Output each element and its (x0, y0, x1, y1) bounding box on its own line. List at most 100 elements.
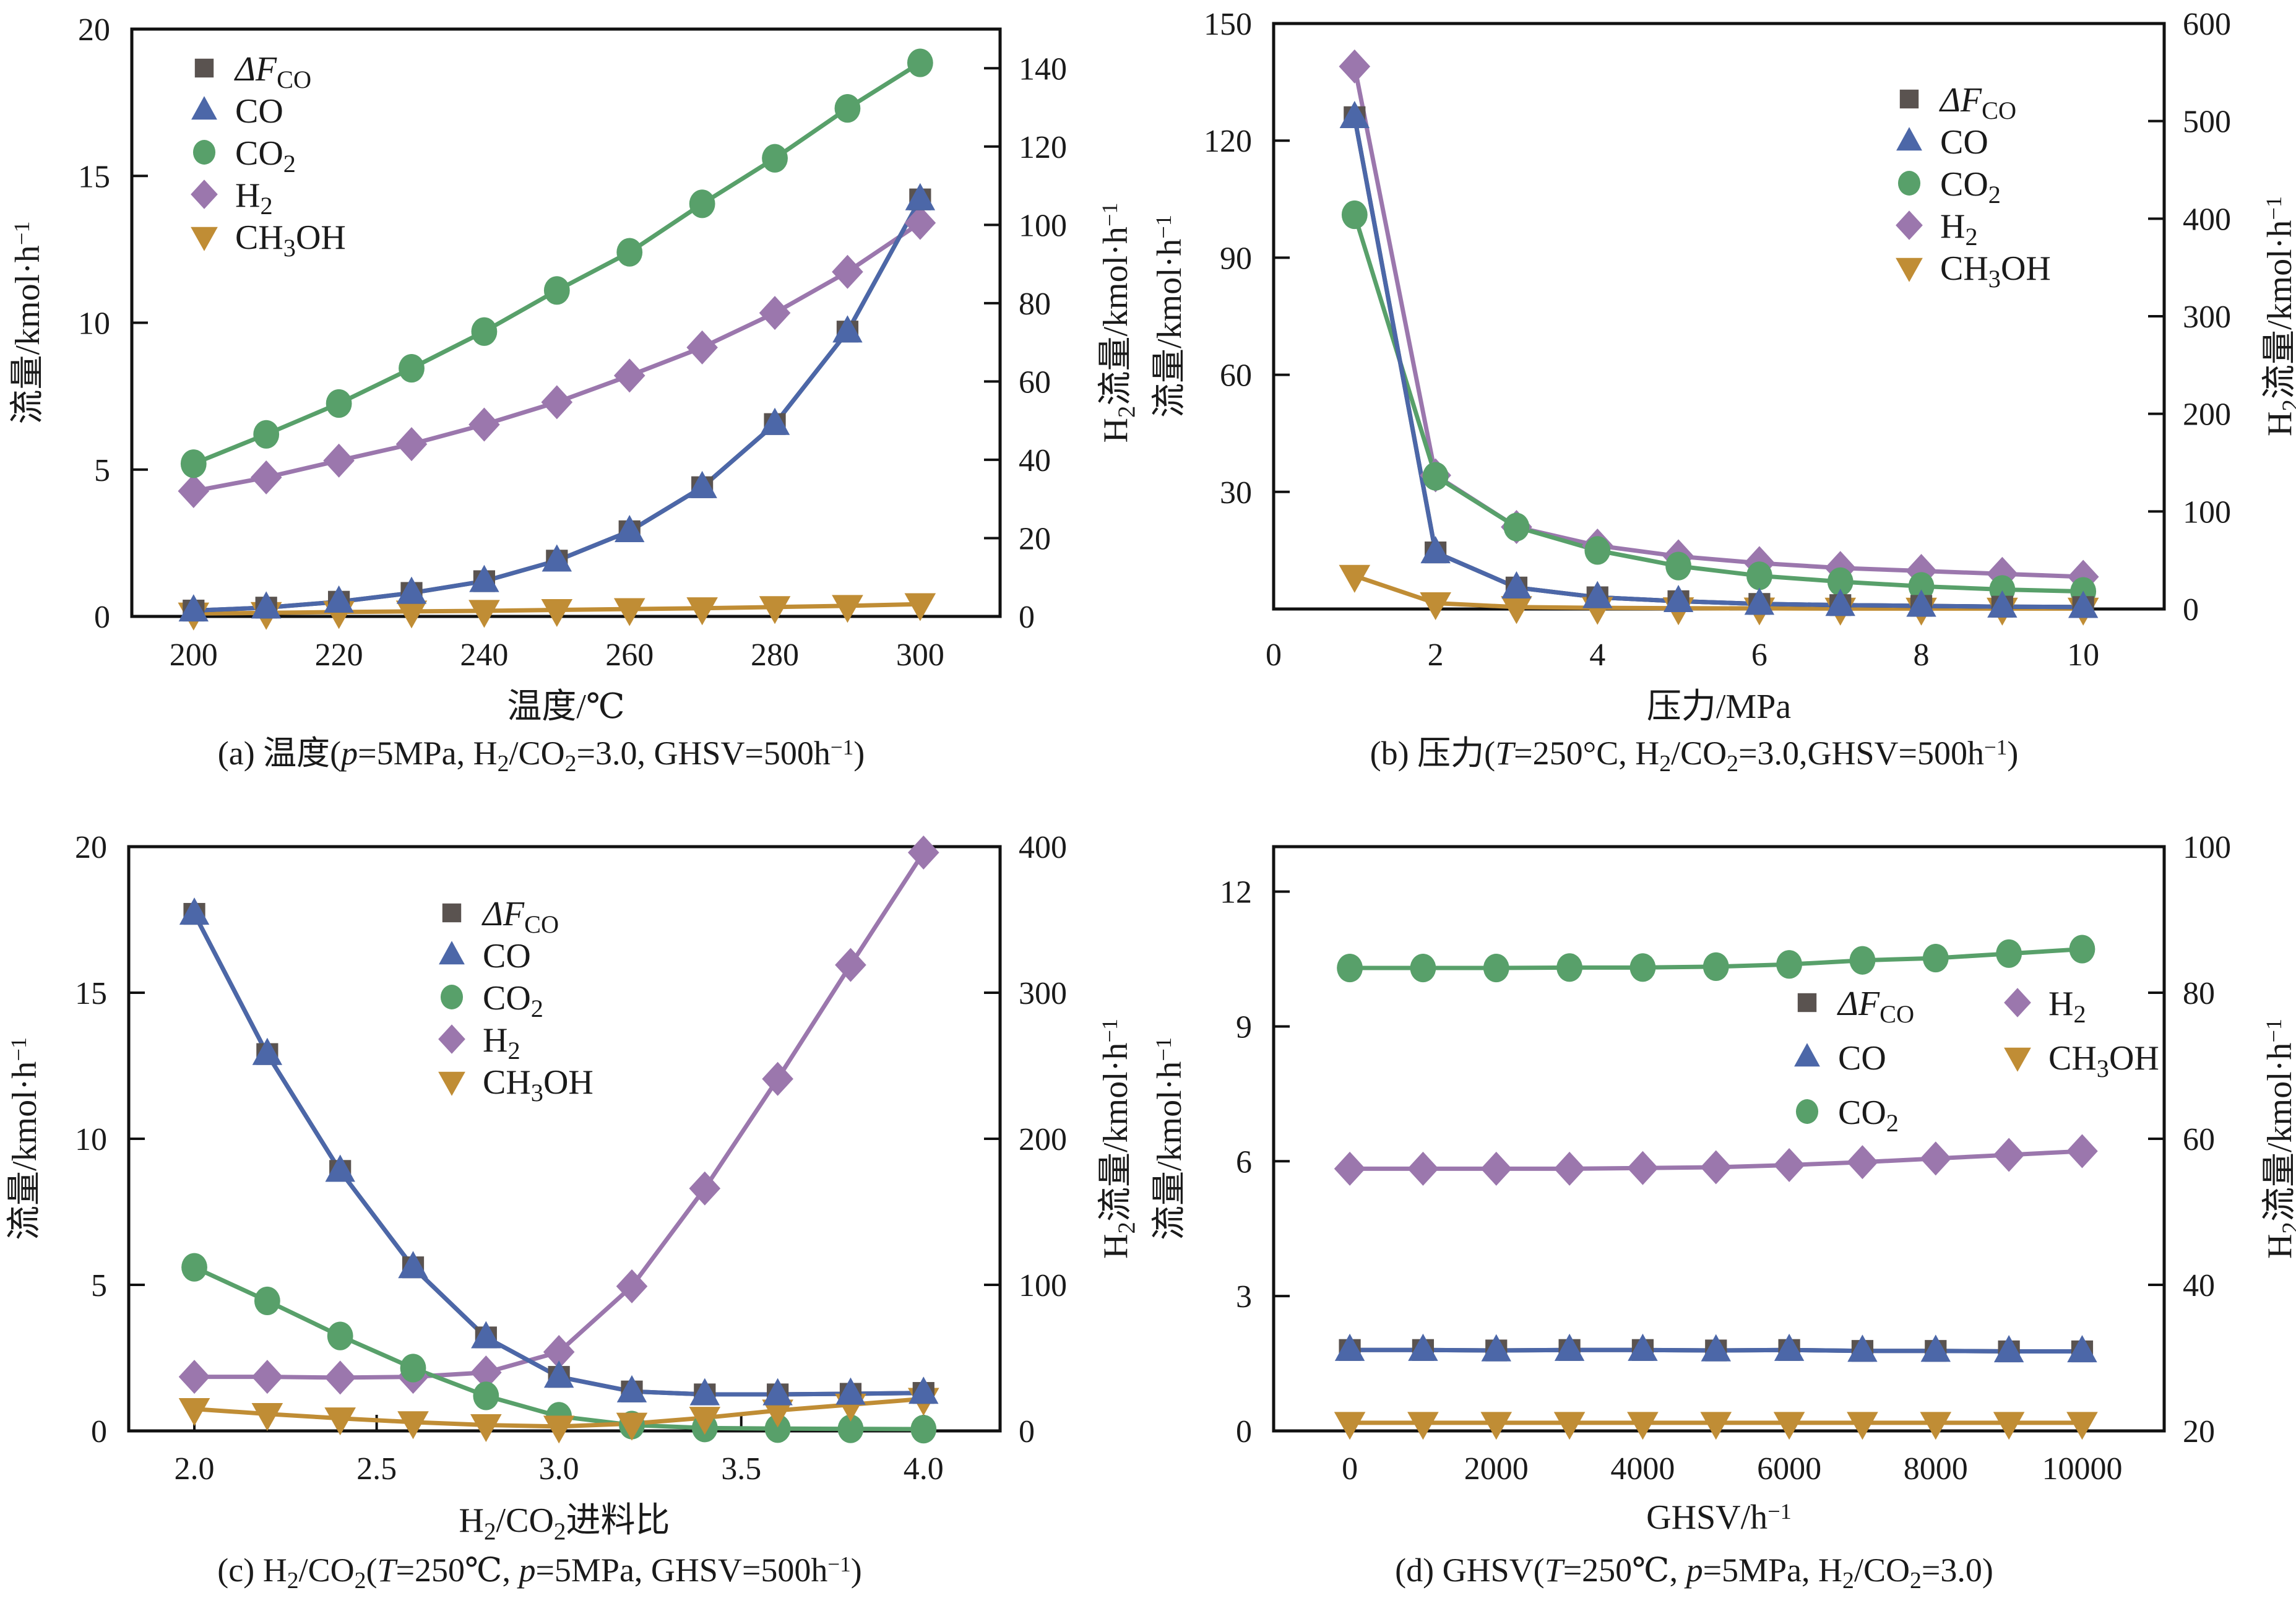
series-line-CH3OH (1353, 574, 2084, 611)
x-tick-label: 3.5 (721, 1451, 761, 1487)
data-point-CO (251, 591, 282, 619)
x-tick-label: 300 (896, 637, 944, 673)
x-tick-label: 4 (1589, 637, 1605, 673)
y-tick-label: 6 (1236, 1144, 1252, 1180)
data-point-CO (1582, 581, 1613, 608)
panel-a-temperature: 200 220 240 260 280 3000510152002040608010012… (9, 12, 1140, 777)
data-point-CH3OH (541, 598, 573, 628)
data-point-H2 (907, 835, 939, 870)
data-point-CO2 (1337, 953, 1363, 983)
y2-tick-label: 40 (2183, 1268, 2215, 1303)
legend-label: CH3OH (483, 1063, 593, 1107)
series-line-H2 (193, 221, 921, 493)
data-point-CO2 (254, 1286, 280, 1316)
x-tick-label: 4000 (1610, 1451, 1675, 1487)
data-point-CO (325, 1154, 355, 1182)
series-line-dF_CO (192, 912, 924, 1397)
data-point-CO2 (1996, 939, 2022, 968)
y2-axis-title: H2流量/kmol·h−1 (1097, 202, 1140, 443)
x-tick-label: 220 (315, 637, 363, 673)
panel-c-feed-ratio: 2.0 2.5 3.0 3.5 4.0051015200100200300400H2/C… (6, 830, 1140, 1594)
y-tick-label: 3 (1236, 1279, 1252, 1315)
data-point-CH3OH (1480, 1412, 1513, 1440)
data-point-CO2 (253, 420, 280, 449)
data-point-CH3OH (1847, 1412, 1878, 1440)
data-point-CO2 (543, 276, 570, 305)
y2-tick-label: 20 (1019, 521, 1051, 556)
y-tick-label: 20 (78, 12, 110, 48)
data-point-CO2 (762, 144, 788, 173)
panel-caption: (a) 温度(p=5MPa, H2/CO2=3.0, GHSV=500h−1) (218, 735, 865, 777)
data-point-CO (543, 1360, 574, 1388)
series-line-CO2 (1352, 214, 2084, 594)
data-point-H2 (1480, 1151, 1513, 1186)
legend-item-H2: H2 (438, 1021, 520, 1065)
data-point-CO (905, 183, 936, 210)
data-point-CO (179, 897, 210, 925)
y2-tick-label: 400 (2183, 202, 2231, 237)
data-point-CO (759, 407, 790, 435)
data-point-CO (2067, 1335, 2097, 1363)
data-point-CO (2068, 590, 2099, 618)
data-point-CO (178, 594, 209, 622)
panel-d-ghsv: 0 2000 4000 6000 8000 10000 0 3 6 9 12 20 40 60 80 100 G… (1150, 830, 2296, 1594)
x-tick-label: 6 (1751, 637, 1767, 673)
legend-label: ΔFCO (481, 895, 559, 938)
y-tick-label: 10 (78, 306, 110, 342)
legend-item-CH3OH: CH3OH (2004, 1039, 2159, 1082)
data-point-CO (1420, 536, 1451, 564)
y2-tick-label: 100 (1019, 1268, 1067, 1303)
data-point-CO (1847, 1334, 1878, 1362)
legend-item-CH3OH: CH3OH (438, 1063, 593, 1107)
x-tick-label: 280 (751, 637, 799, 673)
data-point-CO (1501, 571, 1532, 598)
data-point-CH3OH (1420, 592, 1451, 621)
data-point-CO2 (400, 1354, 426, 1383)
legend-marker-CO (1794, 1043, 1820, 1067)
data-point-H2 (1920, 1141, 1952, 1176)
data-point-H2 (178, 1360, 210, 1394)
x-tick-label: 200 (170, 637, 218, 673)
panel-caption: (c) H2/CO2(T=250℃, p=5MPa, GHSV=500h−1) (217, 1552, 861, 1594)
legend-marker-CO (439, 941, 465, 965)
data-point-CO (1628, 1333, 1658, 1361)
y-tick-label: 60 (1220, 358, 1252, 394)
data-point-CH3OH (1501, 596, 1532, 624)
data-point-CH3OH (613, 598, 645, 626)
y-axis-title: 流量/kmol·h−1 (6, 1037, 44, 1240)
data-point-H2 (759, 296, 791, 330)
data-point-CH3OH (543, 1415, 575, 1444)
x-tick-label: 2 (1428, 637, 1444, 673)
data-point-CH3OH (251, 1403, 283, 1432)
legend-item-CO: CO (191, 92, 283, 131)
legend-marker-dF_CO (1797, 993, 1817, 1013)
data-point-CO (616, 1375, 647, 1402)
legend-marker-CO2 (1795, 1099, 1819, 1124)
y-axis-title: 流量/kmol·h−1 (1150, 215, 1189, 418)
y-tick-label: 9 (1236, 1009, 1252, 1045)
data-point-CH3OH (1334, 1412, 1366, 1440)
data-point-H2 (468, 407, 500, 442)
data-point-CO (835, 1377, 866, 1405)
data-point-CO2 (1908, 572, 1935, 601)
y2-tick-label: 40 (1019, 443, 1051, 478)
legend-item-CH3OH: CH3OH (191, 218, 346, 262)
legend-label: H2 (1940, 207, 1978, 251)
legend-label: H2 (483, 1021, 520, 1065)
y-tick-label: 12 (1220, 875, 1252, 910)
legend-label: CH3OH (235, 218, 346, 262)
legend-item-CO: CO (439, 937, 531, 975)
y-tick-label: 150 (1204, 7, 1252, 42)
legend-label: ΔFCO (234, 50, 311, 93)
legend-marker-CO2 (1897, 171, 1921, 196)
data-point-CO2 (1922, 943, 1949, 973)
data-point-CO2 (1341, 200, 1368, 230)
data-point-H2 (1627, 1151, 1659, 1185)
y-tick-label: 20 (75, 830, 107, 865)
data-point-H2 (541, 385, 573, 420)
data-point-CO2 (473, 1381, 499, 1410)
y2-tick-label: 60 (1019, 365, 1051, 400)
y-tick-label: 15 (78, 159, 110, 194)
data-point-H2 (178, 474, 210, 509)
